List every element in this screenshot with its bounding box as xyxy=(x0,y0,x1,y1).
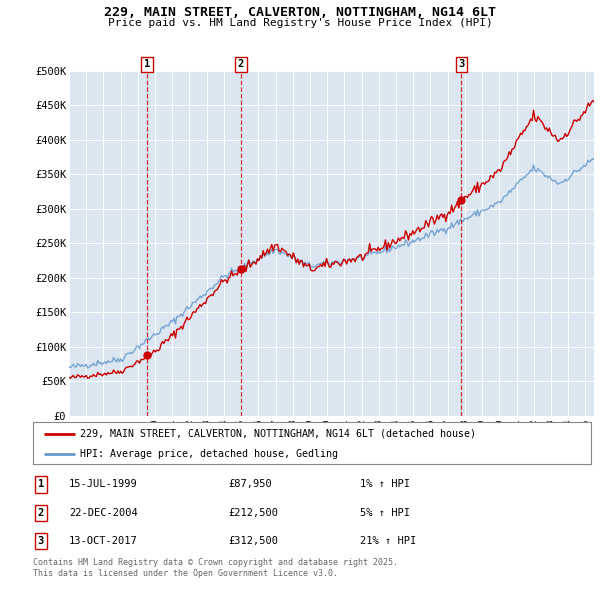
Text: 3: 3 xyxy=(38,536,44,546)
Text: 2: 2 xyxy=(238,60,244,70)
Text: 2: 2 xyxy=(38,508,44,517)
Text: 3: 3 xyxy=(458,60,464,70)
Text: £212,500: £212,500 xyxy=(228,508,278,517)
Text: £87,950: £87,950 xyxy=(228,480,272,489)
Text: 229, MAIN STREET, CALVERTON, NOTTINGHAM, NG14 6LT: 229, MAIN STREET, CALVERTON, NOTTINGHAM,… xyxy=(104,6,496,19)
Text: 1: 1 xyxy=(144,60,150,70)
Text: Price paid vs. HM Land Registry's House Price Index (HPI): Price paid vs. HM Land Registry's House … xyxy=(107,18,493,28)
Text: 229, MAIN STREET, CALVERTON, NOTTINGHAM, NG14 6LT (detached house): 229, MAIN STREET, CALVERTON, NOTTINGHAM,… xyxy=(80,429,476,439)
Text: 15-JUL-1999: 15-JUL-1999 xyxy=(69,480,138,489)
Text: 1: 1 xyxy=(38,480,44,489)
Text: 22-DEC-2004: 22-DEC-2004 xyxy=(69,508,138,517)
Text: HPI: Average price, detached house, Gedling: HPI: Average price, detached house, Gedl… xyxy=(80,449,338,459)
Text: 5% ↑ HPI: 5% ↑ HPI xyxy=(360,508,410,517)
Text: 1% ↑ HPI: 1% ↑ HPI xyxy=(360,480,410,489)
Text: £312,500: £312,500 xyxy=(228,536,278,546)
Text: 21% ↑ HPI: 21% ↑ HPI xyxy=(360,536,416,546)
Text: Contains HM Land Registry data © Crown copyright and database right 2025.
This d: Contains HM Land Registry data © Crown c… xyxy=(33,558,398,578)
Text: 13-OCT-2017: 13-OCT-2017 xyxy=(69,536,138,546)
